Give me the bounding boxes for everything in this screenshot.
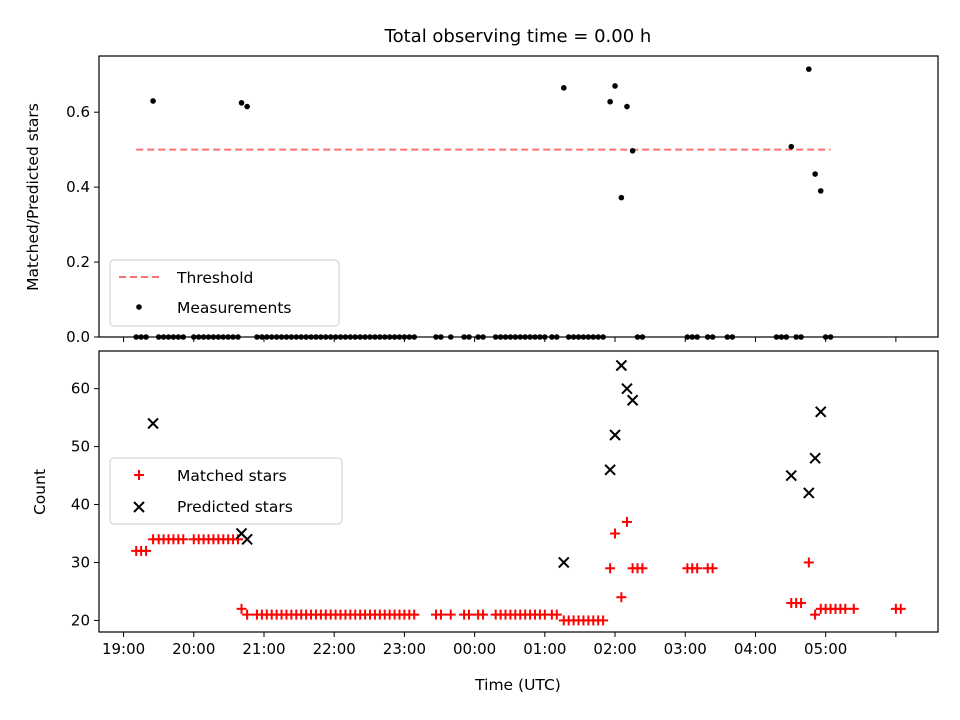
count-panel: 20 30 40 50 60 19:00 20:00 21:00 22:00 23:00 00:0…: [31, 350, 939, 694]
matched-star-point: [796, 598, 807, 609]
ratio-y-ticks: 0.0 0.2 0.4 0.6: [66, 103, 99, 346]
legend-plus-marker: [134, 470, 144, 480]
count-legend-box: [109, 457, 343, 525]
matched-star-point: [610, 528, 621, 539]
ratio-x-ticks: [123, 337, 897, 342]
x-tick-label: 03:00: [664, 640, 707, 658]
matched-star-point: [810, 609, 821, 620]
legend-measurements-swatch: [136, 304, 142, 310]
predicted-star-point: [241, 533, 253, 546]
ratio-legend: Threshold Measurements: [109, 259, 340, 327]
count-y-axis-label: Count: [31, 469, 49, 515]
measurement-point: [150, 98, 156, 104]
x-axis-label: Time (UTC): [474, 676, 561, 694]
x-tick-label: 23:00: [383, 640, 426, 658]
y-tick-label: 0.0: [66, 328, 90, 346]
matched-star-point: [141, 545, 152, 556]
matched-star-point: [478, 609, 489, 620]
measurement-point: [624, 103, 630, 110]
x-tick-label: 22:00: [313, 640, 356, 658]
y-tick-label: 40: [71, 496, 90, 514]
measurement-point: [244, 103, 250, 110]
count-legend: Matched stars Predicted stars: [109, 457, 343, 525]
matched-star-point: [236, 603, 247, 614]
matched-star-point: [242, 609, 253, 620]
matched-star-point: [464, 609, 475, 620]
predicted-star-point: [604, 464, 616, 476]
count-marks: [131, 359, 906, 626]
matched-star-point: [409, 609, 420, 620]
measurement-point: [817, 188, 824, 194]
matched-star-point: [621, 516, 632, 527]
x-tick-label: 19:00: [102, 640, 145, 658]
legend-matched-label: Matched stars: [177, 467, 287, 485]
matched-star-point: [707, 563, 718, 574]
predicted-star-point: [803, 487, 815, 499]
chart-title: Total observing time = 0.00 h: [384, 26, 652, 47]
x-tick-label: 05:00: [804, 640, 847, 658]
matched-star-point: [178, 534, 189, 545]
ratio-axes-frame: [98, 55, 939, 338]
y-tick-label: 30: [71, 553, 90, 571]
legend-threshold-label: Threshold: [176, 269, 253, 287]
count-x-ticks: 19:00 20:00 21:00 22:00 23:00 00:00 01:00 02:00…: [102, 632, 897, 658]
measurement-point: [618, 194, 625, 201]
measurement-point: [812, 171, 818, 177]
matched-star-point: [616, 592, 627, 603]
matched-star-point: [848, 603, 859, 614]
count-y-ticks: 20 30 40 50 60: [71, 380, 99, 629]
matched-star-point: [840, 603, 851, 614]
legend-measurements-label: Measurements: [177, 299, 292, 317]
measurement-point: [612, 83, 618, 89]
measurement-point: [806, 66, 812, 72]
measurement-point: [238, 100, 245, 106]
y-tick-label: 20: [71, 611, 90, 629]
x-tick-label: 02:00: [593, 640, 636, 658]
count-axes-frame: [98, 350, 939, 633]
predicted-star-point: [609, 429, 621, 441]
predicted-star-point: [785, 469, 797, 482]
predicted-star-point: [626, 394, 639, 406]
y-tick-label: 0.2: [66, 253, 90, 271]
predicted-star-point: [147, 417, 159, 430]
matched-star-point: [551, 609, 562, 620]
legend-predicted-swatch: [133, 501, 145, 513]
matched-star-point: [895, 603, 906, 614]
measurement-point: [629, 147, 636, 154]
measurement-point: [788, 143, 795, 150]
matched-star-point: [598, 615, 609, 626]
ratio-y-axis-label: Matched/Predicted stars: [24, 103, 42, 291]
y-tick-label: 60: [71, 380, 90, 398]
predicted-star-point: [558, 556, 570, 569]
legend-x-marker: [133, 501, 145, 513]
predicted-star-point: [621, 382, 633, 395]
matched-star-point: [803, 557, 814, 568]
x-tick-label: 21:00: [242, 640, 285, 658]
x-tick-label: 20:00: [172, 640, 215, 658]
measurement-point: [560, 85, 567, 91]
matched-star-point: [445, 609, 456, 620]
legend-matched-swatch: [134, 470, 144, 480]
y-tick-label: 50: [71, 438, 90, 456]
legend-predicted-label: Predicted stars: [177, 498, 293, 516]
predicted-star-point: [815, 406, 827, 418]
ratio-panel: 0.0 0.2 0.4 0.6 Matched/Predicted stars Thr…: [24, 55, 939, 346]
ratio-legend-box: [109, 259, 340, 327]
measurement-point: [607, 98, 613, 105]
matched-star-point: [435, 609, 446, 620]
x-tick-label: 04:00: [734, 640, 777, 658]
predicted-star-point: [615, 359, 628, 372]
matched-star-point: [692, 563, 703, 574]
y-tick-label: 0.6: [66, 103, 90, 121]
predicted-star-point: [809, 452, 821, 464]
matched-star-point: [637, 563, 648, 574]
x-tick-label: 00:00: [453, 640, 496, 658]
y-tick-label: 0.4: [66, 178, 90, 196]
x-tick-label: 01:00: [523, 640, 566, 658]
matched-star-point: [605, 563, 616, 574]
